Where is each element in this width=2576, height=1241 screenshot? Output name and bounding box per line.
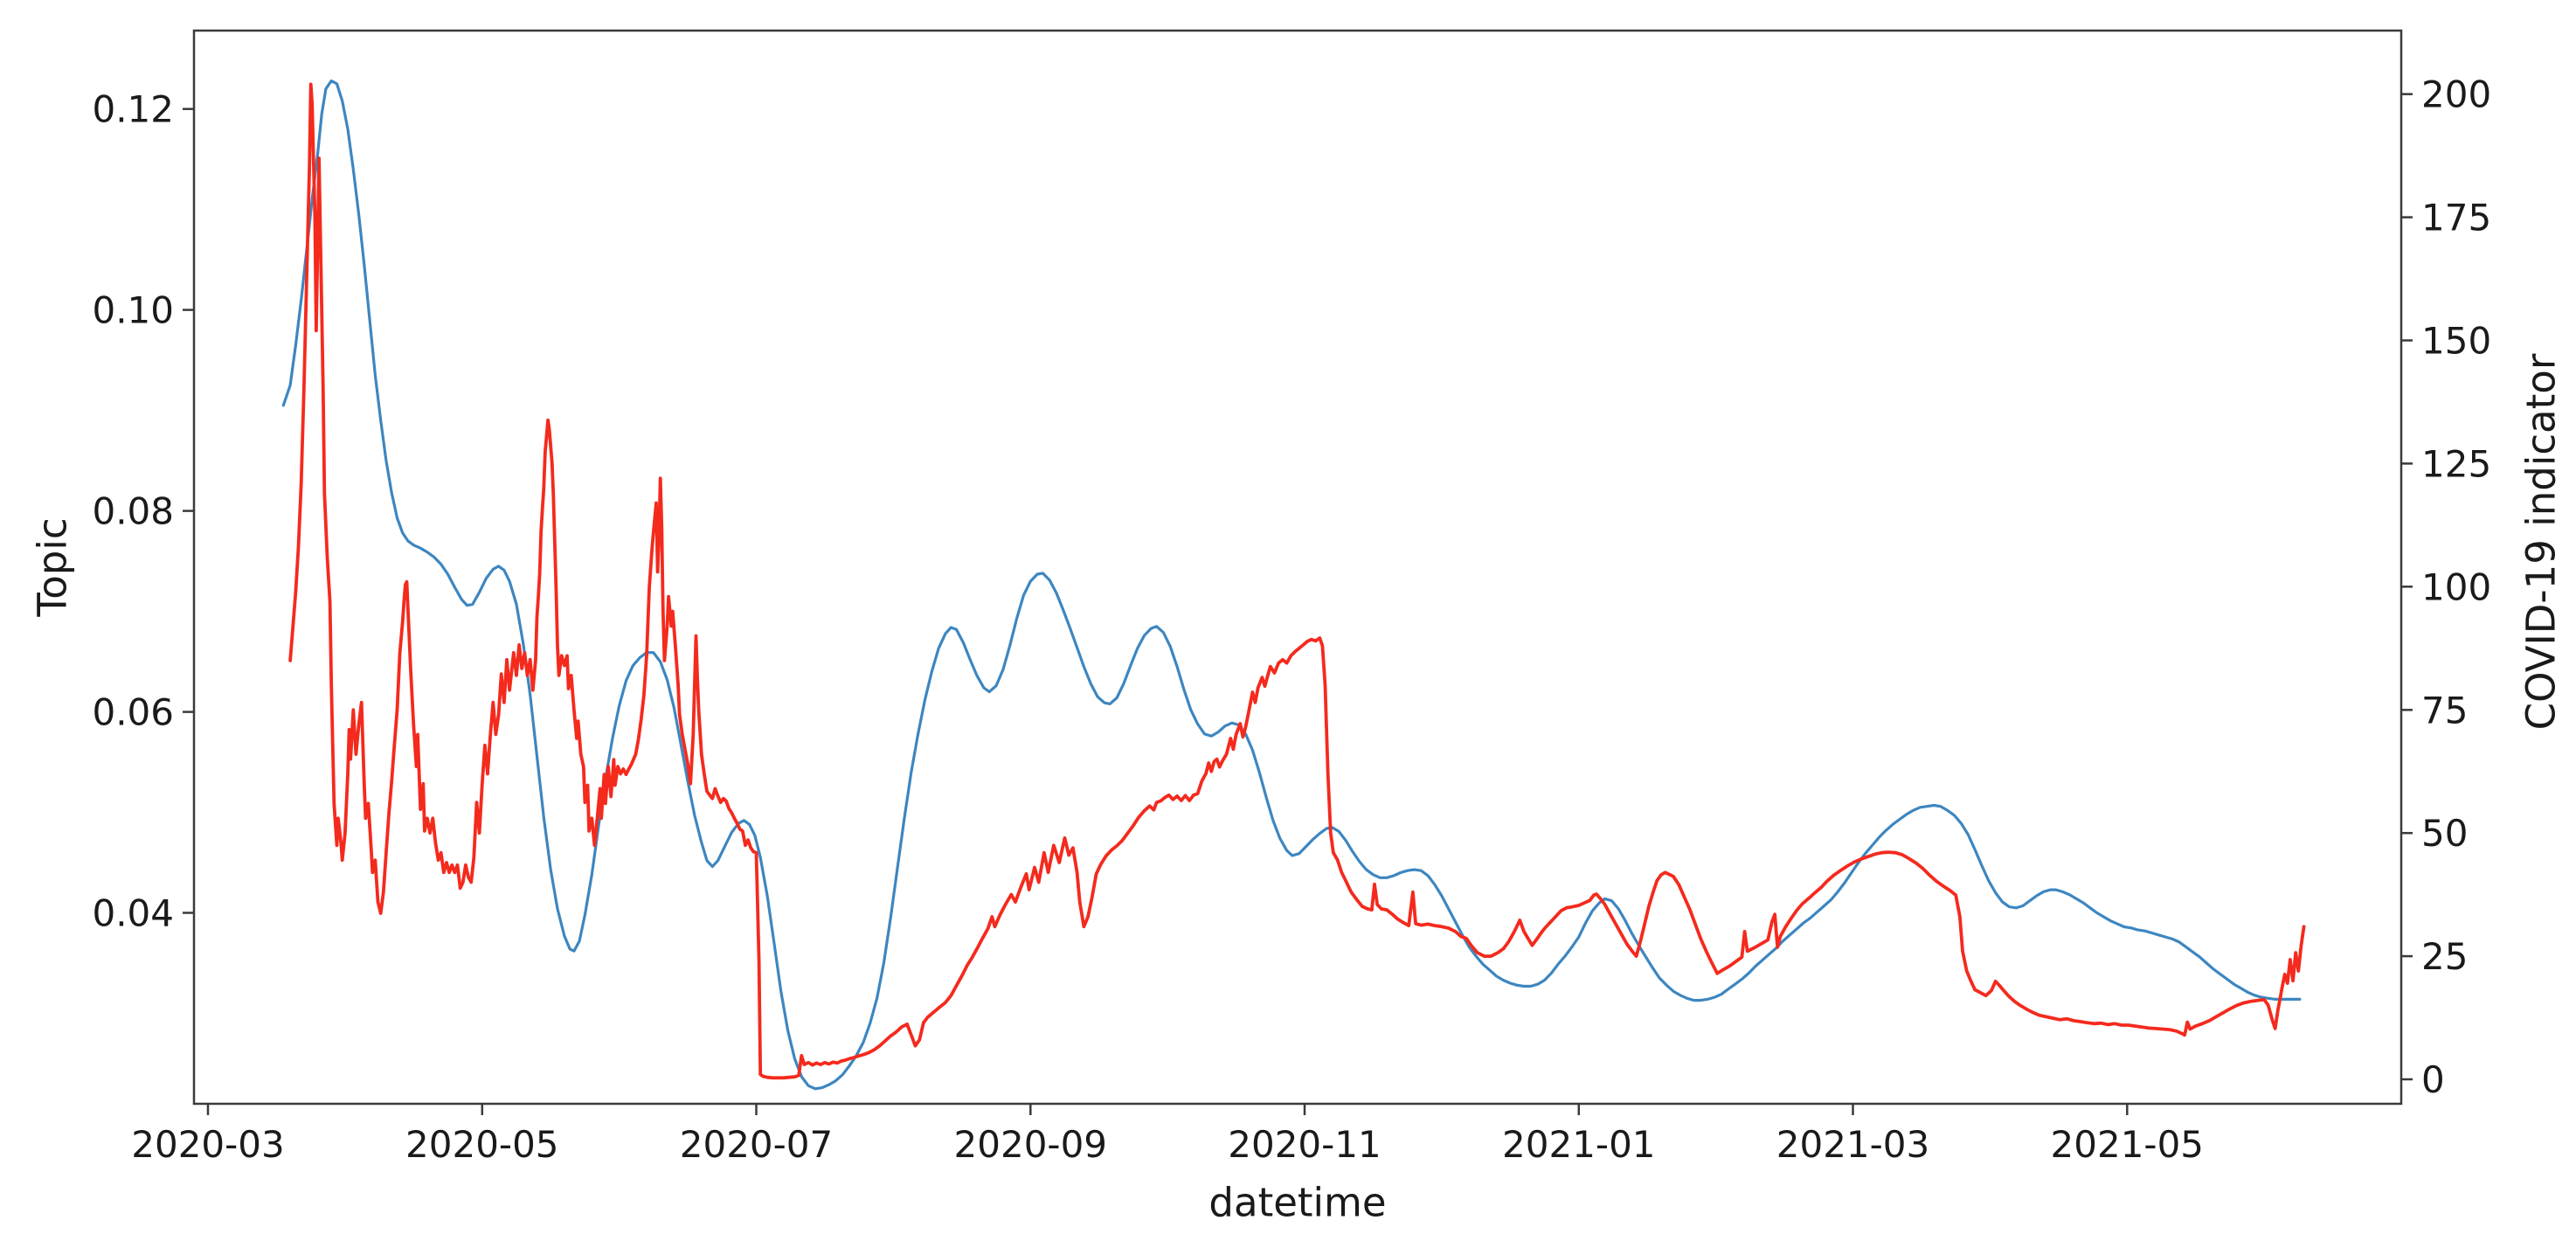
y-tick-label-right: 200 <box>2421 73 2491 116</box>
plot-border <box>192 29 2403 1106</box>
y-tick-label-left: 0.04 <box>92 892 174 935</box>
topic-line <box>281 79 2302 1091</box>
y-axis-label-right: COVID-19 indicator <box>2517 353 2565 731</box>
y-tick-label-right: 50 <box>2421 812 2468 855</box>
y-tick-label-right: 175 <box>2421 197 2491 239</box>
y-tick-label-right: 125 <box>2421 442 2491 485</box>
y-tick-label-left: 0.12 <box>92 88 174 131</box>
x-tick-label: 2020-07 <box>680 1123 834 1166</box>
y-tick-label-right: 75 <box>2421 689 2468 731</box>
x-tick-label: 2021-01 <box>1502 1123 1656 1166</box>
y-tick-label-right: 150 <box>2421 320 2491 363</box>
x-tick-label: 2020-11 <box>1228 1123 1381 1166</box>
x-tick-label: 2021-05 <box>2051 1123 2205 1166</box>
y-axis-label-left: Topic <box>29 517 76 617</box>
y-tick-label-left: 0.06 <box>92 691 174 734</box>
y-tick-label-right: 25 <box>2421 935 2468 978</box>
x-tick-label: 2021-03 <box>1776 1123 1930 1166</box>
x-axis-label: datetime <box>1208 1179 1387 1226</box>
x-tick-label: 2020-03 <box>131 1123 285 1166</box>
y-tick-label-right: 100 <box>2421 565 2491 608</box>
y-tick-label-right: 0 <box>2421 1058 2445 1101</box>
x-tick-label: 2020-09 <box>954 1123 1108 1166</box>
y-tick-label-left: 0.10 <box>92 289 174 332</box>
x-tick-label: 2020-05 <box>405 1123 559 1166</box>
y-tick-label-left: 0.08 <box>92 490 174 533</box>
covid-indicator-line <box>288 82 2306 1080</box>
